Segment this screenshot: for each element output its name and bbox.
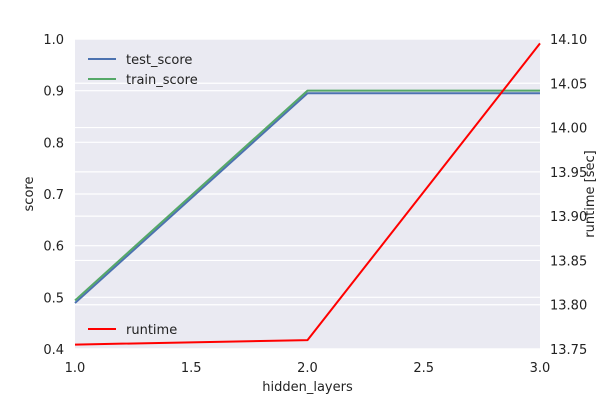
y2-tick-label: 14.00 bbox=[550, 122, 587, 137]
y2-tick-label: 13.85 bbox=[550, 254, 587, 269]
y2-tick-label: 13.75 bbox=[550, 343, 587, 358]
y-tick-label: 0.9 bbox=[43, 85, 64, 100]
x-axis-ticks: 1.0 1.5 2.0 2.5 3.0 bbox=[65, 361, 551, 376]
grid-lines bbox=[75, 38, 540, 350]
legend-runtime: runtime bbox=[88, 323, 177, 338]
x-tick-label: 1.0 bbox=[65, 361, 86, 376]
series-line-train-score bbox=[74, 89, 540, 302]
x-tick-label: 2.0 bbox=[297, 361, 318, 376]
y2-tick-label: 14.10 bbox=[550, 33, 587, 48]
y2-tick-label: 13.80 bbox=[550, 299, 587, 314]
x-tick-label: 1.5 bbox=[181, 361, 202, 376]
x-tick-label: 2.5 bbox=[413, 361, 434, 376]
y2-tick-label: 13.90 bbox=[550, 210, 587, 225]
series-line-runtime bbox=[74, 42, 541, 346]
y-tick-label: 0.6 bbox=[43, 240, 64, 255]
y-tick-label: 0.4 bbox=[43, 343, 64, 358]
y2-tick-label: 14.05 bbox=[550, 77, 587, 92]
legend-label-runtime: runtime bbox=[126, 323, 177, 338]
y-tick-label: 0.7 bbox=[43, 188, 64, 203]
legend-label-test-score: test_score bbox=[126, 53, 192, 68]
y-tick-label: 1.0 bbox=[43, 33, 64, 48]
x-tick-label: 3.0 bbox=[530, 361, 551, 376]
x-axis-label: hidden_layers bbox=[262, 380, 353, 395]
legend-scores: test_score train_score bbox=[88, 53, 198, 88]
y-axis-label: score bbox=[22, 177, 37, 212]
y2-axis-ticks: 13.75 13.80 13.85 13.90 13.95 14.00 14.05 14.10 bbox=[550, 33, 587, 358]
series-lines bbox=[74, 42, 541, 346]
series-line-test-score bbox=[74, 92, 540, 304]
y-tick-label: 0.8 bbox=[43, 136, 64, 151]
y2-tick-label: 13.95 bbox=[550, 166, 587, 181]
y2-axis-label: runtime [sec] bbox=[583, 150, 598, 237]
y-axis-ticks: 0.4 0.5 0.6 0.7 0.8 0.9 1.0 bbox=[43, 33, 64, 358]
y-tick-label: 0.5 bbox=[43, 291, 64, 306]
legend-label-train-score: train_score bbox=[126, 73, 198, 88]
